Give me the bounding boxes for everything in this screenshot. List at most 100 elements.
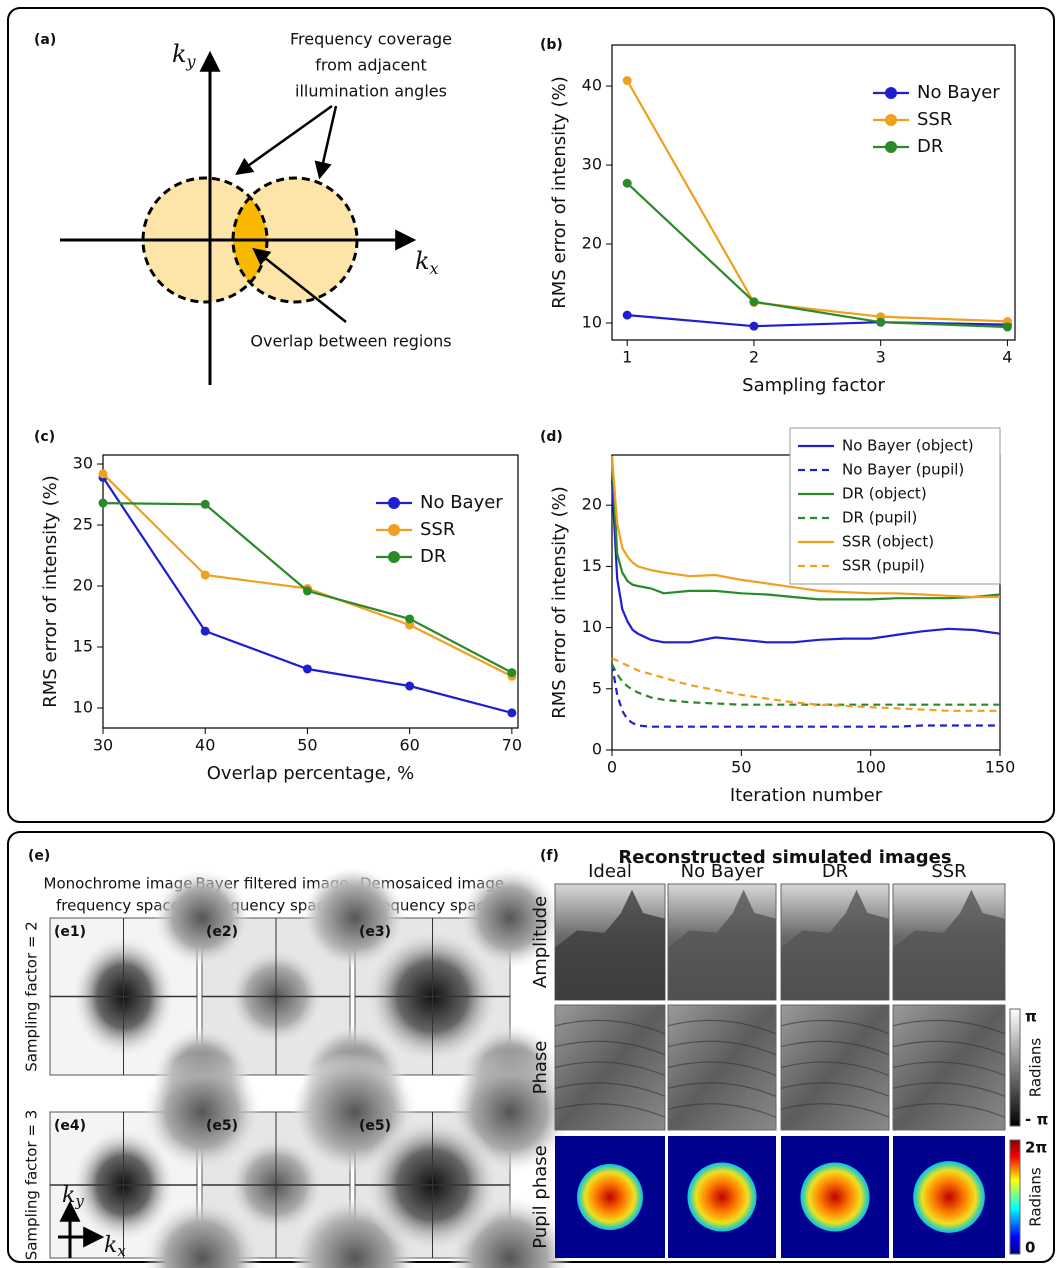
data-point — [507, 708, 517, 718]
y-tick-label: 15 — [73, 637, 93, 656]
data-point — [622, 76, 632, 86]
data-point — [98, 498, 108, 508]
phase-texture — [892, 1061, 1006, 1077]
legend-marker — [885, 114, 897, 126]
legend-label: DR (pupil) — [842, 509, 917, 527]
phase-texture — [892, 1019, 1006, 1035]
phase-texture — [554, 1103, 666, 1118]
panel-label: (e) — [28, 848, 50, 864]
spectrum-blob — [142, 1198, 262, 1268]
y-tick-label: 5 — [592, 678, 602, 697]
kx-sub: x — [430, 259, 439, 278]
panel-title: Reconstructed simulated images — [618, 847, 951, 868]
legend-label: No Bayer — [917, 82, 1000, 103]
x-tick-label: 2 — [749, 348, 759, 367]
phase-image — [892, 1004, 1006, 1131]
phase-texture — [554, 1082, 666, 1097]
column-label: DR — [822, 861, 848, 882]
colorbar-label: Radians — [1027, 1167, 1045, 1227]
y-tick-label: 15 — [582, 556, 602, 575]
pupil-disc — [577, 1164, 643, 1230]
phase-texture — [892, 1040, 1006, 1056]
phase-texture — [780, 1019, 890, 1035]
data-point — [622, 178, 632, 188]
ky-label: ky — [62, 1183, 84, 1210]
legend-label: SSR — [917, 109, 952, 130]
x-tick-label: 60 — [399, 736, 419, 755]
arrow — [314, 105, 338, 180]
phase-image — [780, 1004, 890, 1131]
x-tick-label: 50 — [731, 758, 751, 777]
ky-base: k — [62, 1183, 75, 1208]
phase-image — [554, 1004, 666, 1131]
legend-label: No Bayer (object) — [842, 437, 974, 455]
tile-label: (e2) — [206, 924, 238, 940]
legend-frame — [789, 427, 1001, 585]
data-point — [302, 586, 312, 596]
panel-label: (b) — [540, 37, 563, 53]
x-tick-label: 3 — [876, 348, 886, 367]
row-label: Pupil phase — [530, 1145, 551, 1248]
coverage-note: illumination angles — [295, 82, 447, 101]
series-line — [610, 456, 1000, 599]
colorbar-bottom: - π — [1025, 1111, 1048, 1129]
data-point — [200, 499, 210, 509]
tile-label: (e5) — [359, 1118, 391, 1134]
legend-label: DR — [917, 136, 943, 157]
building-silhouette — [668, 889, 776, 1000]
coverage-note: Frequency coverage — [290, 30, 452, 49]
colorbar — [1009, 1139, 1021, 1255]
phase-texture — [892, 1103, 1006, 1118]
top-frame — [7, 7, 1055, 823]
colorbar-top: π — [1025, 1008, 1037, 1026]
legend-label: SSR — [420, 519, 455, 540]
y-tick-label: 10 — [582, 313, 602, 332]
legend-marker — [388, 497, 400, 509]
legend-marker — [885, 87, 897, 99]
legend-label: DR — [420, 546, 446, 567]
coverage-note: from adjacent — [315, 56, 427, 75]
phase-texture — [667, 1061, 777, 1077]
data-point — [200, 626, 210, 636]
column-header: frequency space — [56, 897, 180, 915]
tile-label: (e3) — [359, 924, 391, 940]
data-point — [507, 668, 517, 678]
x-tick-label: 70 — [502, 736, 522, 755]
legend-label: SSR (pupil) — [842, 557, 925, 575]
pupil-disc — [913, 1161, 985, 1233]
series-line — [610, 456, 1001, 601]
legend-label: No Bayer — [420, 492, 503, 513]
phase-texture — [780, 1061, 890, 1077]
series-line — [611, 657, 1000, 712]
x-axis-label: Iteration number — [730, 785, 883, 806]
y-tick-label: 20 — [73, 576, 93, 595]
phase-texture — [892, 1082, 1006, 1097]
data-point — [622, 310, 632, 320]
y-tick-label: 40 — [582, 76, 602, 95]
data-point — [200, 570, 210, 580]
kx-base: k — [104, 1233, 117, 1258]
x-axis-label: Sampling factor — [742, 375, 885, 396]
panel-label: (d) — [540, 429, 563, 445]
spectrum-blob — [458, 866, 562, 970]
data-point — [749, 297, 759, 307]
spectrum-blob — [153, 869, 251, 967]
x-tick-label: 40 — [195, 736, 215, 755]
tile-label: (e5) — [206, 1118, 238, 1134]
column-label: SSR — [931, 861, 966, 882]
x-axis-label: Overlap percentage, % — [207, 763, 415, 784]
legend-label: SSR (object) — [842, 533, 934, 551]
spectrum-blob — [303, 866, 407, 970]
legend-label: No Bayer (pupil) — [842, 461, 964, 479]
colorbar-bottom: 0 — [1025, 1239, 1035, 1257]
ky-label: ky — [172, 40, 197, 71]
building-silhouette — [893, 889, 1005, 1000]
plot-frame — [102, 454, 519, 729]
overlap-note: Overlap between regions — [250, 332, 451, 351]
series-line — [611, 663, 1000, 706]
row-label: Amplitude — [530, 896, 551, 988]
spectrum-blob — [142, 1052, 262, 1172]
ky-base: k — [172, 40, 187, 68]
